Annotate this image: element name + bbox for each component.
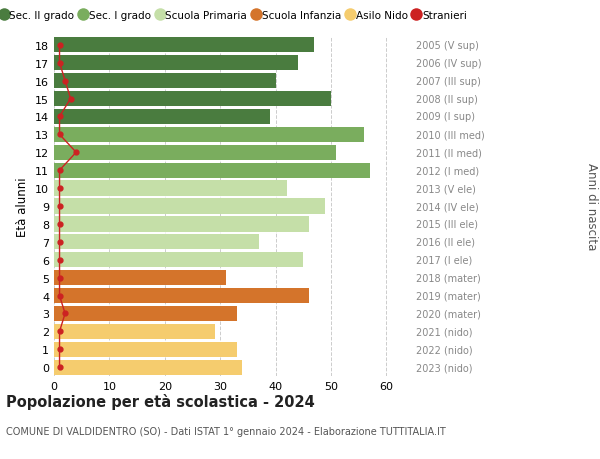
Text: 2007 (III sup): 2007 (III sup) (416, 76, 481, 86)
Text: 2009 (I sup): 2009 (I sup) (416, 112, 475, 122)
Text: 2016 (II ele): 2016 (II ele) (416, 237, 475, 247)
Text: 2021 (nido): 2021 (nido) (416, 327, 473, 337)
Text: 2022 (nido): 2022 (nido) (416, 345, 473, 354)
Bar (54, 324, 215, 339)
Text: 2010 (III med): 2010 (III med) (416, 130, 485, 140)
Text: 2013 (V ele): 2013 (V ele) (416, 184, 476, 194)
Text: Popolazione per età scolastica - 2024: Popolazione per età scolastica - 2024 (6, 393, 315, 409)
Bar (54, 306, 237, 321)
Bar (54, 128, 364, 143)
Text: 2020 (mater): 2020 (mater) (416, 309, 481, 319)
Text: 2005 (V sup): 2005 (V sup) (416, 41, 479, 50)
Bar (54, 38, 314, 53)
Text: 2019 (mater): 2019 (mater) (416, 291, 481, 301)
Text: 2012 (I med): 2012 (I med) (416, 166, 479, 176)
Text: 2006 (IV sup): 2006 (IV sup) (416, 59, 482, 68)
Text: 2014 (IV ele): 2014 (IV ele) (416, 202, 479, 212)
Bar (54, 163, 370, 179)
Bar (54, 270, 226, 285)
Bar (54, 146, 337, 161)
Bar (54, 217, 309, 232)
Bar (54, 199, 325, 214)
Bar (54, 74, 275, 89)
Y-axis label: Età alunni: Età alunni (16, 177, 29, 236)
Text: 2018 (mater): 2018 (mater) (416, 273, 481, 283)
Bar (54, 110, 270, 125)
Text: 2008 (II sup): 2008 (II sup) (416, 94, 478, 104)
Legend: Sec. II grado, Sec. I grado, Scuola Primaria, Scuola Infanzia, Asilo Nido, Stran: Sec. II grado, Sec. I grado, Scuola Prim… (0, 6, 471, 25)
Bar (54, 252, 303, 268)
Text: COMUNE DI VALDIDENTRO (SO) - Dati ISTAT 1° gennaio 2024 - Elaborazione TUTTITALI: COMUNE DI VALDIDENTRO (SO) - Dati ISTAT … (6, 426, 446, 436)
Bar (54, 56, 298, 71)
Bar (54, 342, 237, 357)
Text: 2011 (II med): 2011 (II med) (416, 148, 482, 158)
Bar (54, 235, 259, 250)
Bar (54, 92, 331, 107)
Text: 2015 (III ele): 2015 (III ele) (416, 219, 478, 230)
Text: 2017 (I ele): 2017 (I ele) (416, 255, 472, 265)
Bar (54, 288, 309, 303)
Bar (54, 360, 242, 375)
Text: 2023 (nido): 2023 (nido) (416, 363, 473, 372)
Text: Anni di nascita: Anni di nascita (584, 163, 598, 250)
Bar (54, 181, 287, 196)
